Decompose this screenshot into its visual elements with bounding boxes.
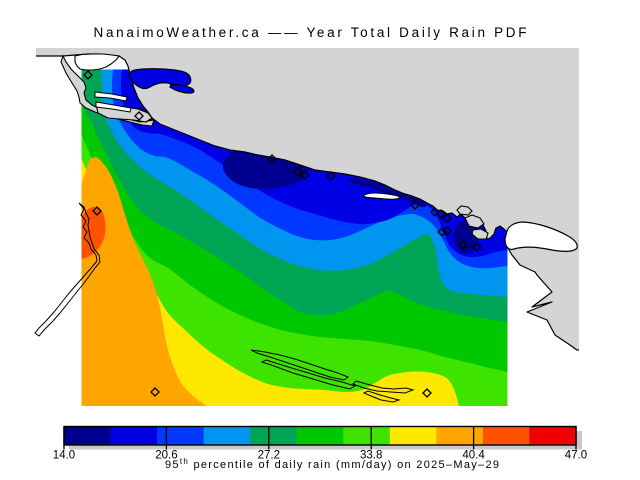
svg-text:14.0: 14.0 — [53, 450, 75, 462]
svg-text:95th percentile of daily rain: 95th percentile of daily rain (mm/day) o… — [165, 457, 499, 471]
svg-text:47.0: 47.0 — [565, 450, 587, 462]
svg-text:20.6: 20.6 — [155, 450, 177, 462]
svg-text:NanaimoWeather.ca —— Year Tota: NanaimoWeather.ca —— Year Total Daily Ra… — [94, 25, 527, 40]
svg-text:40.4: 40.4 — [462, 450, 485, 462]
svg-text:27.2: 27.2 — [258, 450, 280, 462]
svg-text:33.8: 33.8 — [360, 450, 382, 462]
